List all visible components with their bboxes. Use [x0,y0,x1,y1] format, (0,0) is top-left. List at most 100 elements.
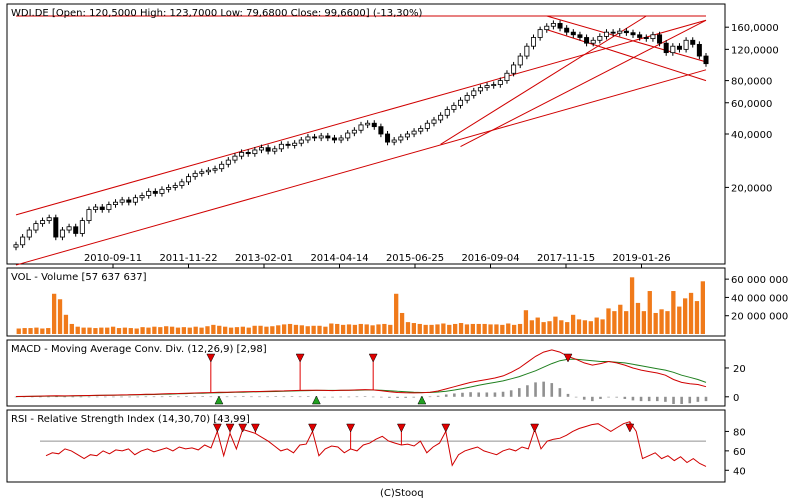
macd-histogram-bar [95,396,99,398]
volume-bar [193,326,198,334]
trendline [460,19,707,147]
macd-histogram-bar [177,396,180,398]
trendline [440,15,647,145]
volume-bar [683,298,688,334]
macd-histogram-bar [680,396,683,404]
macd-histogram-bar [396,396,399,398]
volume-bar [482,323,487,334]
macd-histogram-bar [258,396,261,398]
rsi-y-tick-label: 60 [733,447,746,458]
volume-bar [46,328,51,334]
macd-histogram-bar [39,396,42,398]
macd-y-tick-label: 20 [733,364,746,375]
x-tick-label: 2016-09-04 [461,253,519,264]
candle-body [511,64,517,74]
candle-body [185,176,192,183]
macd-y-tick-label: 0 [733,393,739,404]
volume-bar [423,324,428,334]
macd-histogram-bar [404,396,407,398]
candle-body [597,35,603,41]
candle-body [66,226,72,231]
volume-bar [57,299,63,334]
rsi-y-tick-label: 80 [733,427,746,438]
candle-body [497,80,503,85]
volume-bar [694,301,700,334]
macd-histogram-bar [371,396,375,398]
volume-bar [63,314,69,334]
price-y-tick-label: 20,0000 [731,183,772,194]
macd-histogram-bar [412,396,416,398]
volume-bar [435,324,440,334]
macd-histogram-bar [607,396,610,398]
volume-bar [299,325,304,334]
candle-body [46,217,52,221]
volume-bar [335,323,340,334]
candle-body [345,132,351,139]
volume-bar [511,324,517,334]
macd-histogram-bar [591,396,594,402]
volume-bar [116,328,122,334]
macd-histogram-bar [225,396,229,398]
volume-bar [164,326,169,334]
candle-body [584,37,590,44]
volume-bar [677,306,682,334]
volume-bar [447,324,452,334]
price-title: WDI.DE [Open: 120,5000 High: 123,7000 Lo… [11,8,422,19]
candle-body [199,171,205,174]
macd-histogram-bar [55,396,58,398]
candle-body [73,226,79,234]
volume-bar [93,328,98,334]
candle-body [40,220,46,225]
volume-bar [293,324,299,334]
macd-plot [14,349,708,405]
candle-body [265,147,271,152]
macd-sell-marker [563,353,573,363]
volume-bar [500,324,505,334]
candle-body [159,188,165,194]
volume-bar [34,327,39,334]
macd-histogram-bar [647,396,651,402]
candle-body [358,124,364,131]
candle-body [53,217,59,238]
candle-body [537,29,543,38]
volume-bar [476,323,481,334]
volume-bar [659,309,664,334]
volume-bar [223,326,228,334]
candle-body [93,206,99,210]
candle-body [219,163,225,170]
volume-bar [388,324,393,334]
volume-bar [570,314,576,334]
volume-bar [635,302,641,334]
candle-body [623,30,629,34]
macd-line [15,349,707,397]
volume-bar [470,323,475,334]
rsi-sell-marker [238,423,248,433]
macd-histogram-bar [63,396,67,398]
candle-body [126,199,132,203]
x-tick-label: 2019-01-26 [612,253,670,264]
macd-histogram-bar [526,385,529,397]
volume-bar [629,277,635,334]
trendline [546,15,707,63]
volume-bar [152,326,157,334]
volume-bar [122,327,128,334]
macd-histogram-bar [436,395,440,397]
macd-histogram-bar [704,396,708,402]
volume-bar [553,316,558,334]
volume-bar [417,323,422,334]
volume-bar [270,326,275,334]
candle-body [657,34,663,44]
volume-bar [624,311,629,334]
volume-bar [688,292,694,334]
volume-bar [16,328,21,334]
rsi-sell-marker [346,423,356,433]
volume-bar [128,328,133,334]
volume-bar [199,327,204,334]
price-y-tick-label: 60,0000 [731,99,772,110]
volume-bar [276,325,281,334]
macd-histogram-bar [461,392,464,397]
volume-bar [211,324,216,334]
x-tick-label: 2014-04-14 [310,253,368,264]
macd-histogram-bar [615,396,619,398]
